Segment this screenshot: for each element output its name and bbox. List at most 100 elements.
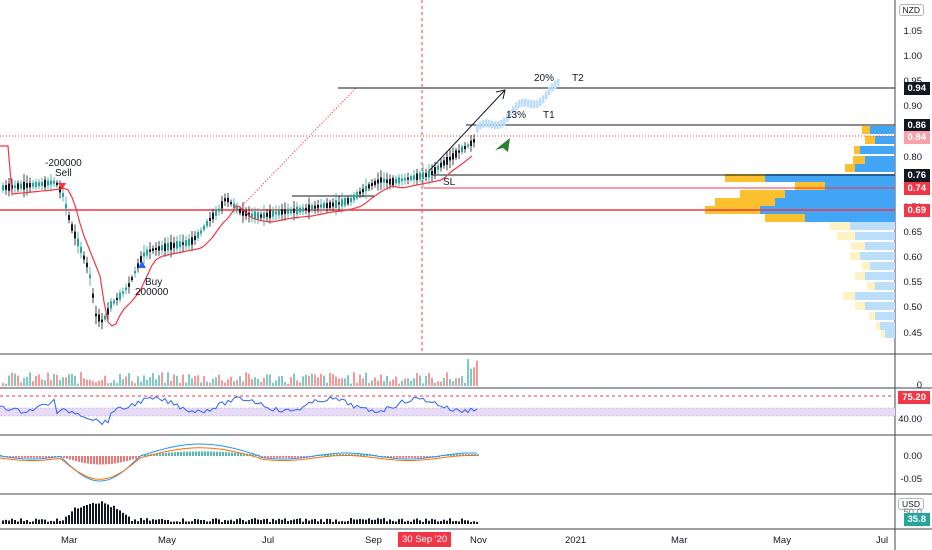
macd-hist-bar — [216, 451, 218, 456]
currency-small-label[interactable]: USD — [898, 498, 924, 510]
volume-bar — [50, 380, 52, 386]
bottom-bar — [182, 518, 184, 524]
volume-bar — [356, 382, 358, 386]
bottom-bar — [2, 520, 4, 524]
macd-hist-bar — [219, 451, 221, 456]
candle-body — [89, 274, 91, 279]
bottom-bar — [257, 519, 259, 524]
macd-hist-bar — [414, 456, 416, 458]
bottom-bar — [401, 518, 403, 524]
time-axis-may: May — [158, 535, 176, 546]
candle-body — [167, 242, 169, 251]
bottom-bar — [89, 503, 91, 524]
volume-bar — [374, 377, 376, 386]
bottom-bar — [329, 519, 331, 524]
projected-bar — [521, 98, 524, 107]
price-badge-last: 0.84 — [903, 131, 930, 144]
volume-bar — [53, 374, 55, 386]
volume-bar — [344, 378, 346, 386]
candle-body — [95, 313, 97, 317]
price-badge-level-a: 0.74 — [903, 182, 930, 195]
bottom-bar — [98, 503, 100, 524]
candle-body — [62, 193, 64, 197]
macd-hist-bar — [207, 451, 209, 456]
trend-line-dotted[interactable] — [235, 87, 357, 213]
volume-bar — [383, 381, 385, 386]
bottom-bar — [368, 518, 370, 524]
macd-hist-bar — [243, 453, 245, 456]
bottom-bar — [68, 515, 70, 524]
macd-hist-bar — [408, 456, 410, 458]
projected-bar — [491, 120, 494, 129]
candle-body — [227, 197, 229, 203]
bottom-bar — [152, 519, 154, 524]
macd-hist-bar — [303, 456, 305, 458]
macd-hist-bar — [201, 451, 203, 456]
volume-bar — [311, 373, 313, 386]
macd-hist-bar — [87, 456, 89, 464]
macd-hist-bar — [48, 456, 50, 458]
candle-body — [428, 171, 430, 178]
volume-bar — [392, 379, 394, 386]
volume-profile-bar — [865, 136, 875, 144]
volume-bar — [209, 382, 211, 386]
bottom-bar — [302, 521, 304, 524]
candle-body — [452, 153, 454, 160]
projected-bar — [533, 100, 536, 109]
volume-bar — [428, 373, 430, 386]
macd-hist-bar — [234, 452, 236, 456]
bottom-bar — [371, 519, 373, 524]
bottom-bar — [140, 518, 142, 524]
macd-hist-bar — [75, 456, 77, 462]
volume-bar — [239, 376, 241, 386]
candle-body — [158, 246, 160, 251]
bottom-bar — [353, 519, 355, 524]
volume-profile-bar — [860, 146, 895, 154]
candle-body — [353, 194, 355, 201]
macd-hist-bar — [159, 453, 161, 456]
bottom-bar — [191, 521, 193, 524]
volume-profile-bar — [850, 252, 860, 260]
candle-body — [242, 209, 244, 216]
volume-profile-bar — [837, 232, 855, 240]
bottom-bar — [92, 502, 94, 524]
volume-profile-bar — [855, 292, 895, 300]
macd-hist-bar — [429, 456, 431, 458]
candle-body — [8, 183, 10, 191]
volume-profile-bar — [851, 242, 865, 250]
time-axis-may-2021: May — [773, 535, 791, 546]
macd-hist-bar — [30, 456, 32, 458]
sell-label: Sell — [55, 168, 72, 179]
candle-body — [419, 172, 421, 180]
bottom-bar — [74, 507, 76, 524]
volume-bar — [233, 381, 235, 386]
bottom-bar — [272, 518, 274, 524]
volume-bar — [77, 383, 79, 386]
time-axis-sep: Sep — [365, 535, 382, 546]
macd-hist-bar — [426, 456, 428, 458]
rsi-axis-label: 40.00 — [898, 414, 922, 425]
bottom-bar — [173, 521, 175, 524]
bottom-bar — [125, 514, 127, 524]
bottom-bar — [110, 507, 112, 524]
volume-bar — [245, 372, 247, 386]
candle-body — [377, 179, 379, 184]
projection-arrow[interactable] — [427, 89, 506, 173]
volume-bar — [272, 382, 274, 386]
projected-bar — [527, 99, 530, 108]
projected-bar — [548, 87, 551, 96]
volume-bar — [317, 377, 319, 386]
candle-body — [449, 156, 451, 161]
macd-hist-bar — [105, 456, 107, 465]
volume-bar — [95, 382, 97, 386]
volume-bar — [116, 383, 118, 386]
candle-body — [119, 292, 121, 300]
signal-line — [0, 447, 478, 480]
buy-qty-label: 200000 — [135, 287, 169, 298]
bottom-bar — [113, 505, 115, 524]
macd-hist-bar — [72, 456, 74, 461]
bottom-indicator-bars — [2, 501, 478, 524]
candle-body — [149, 249, 151, 252]
currency-label[interactable]: NZD — [898, 4, 924, 16]
